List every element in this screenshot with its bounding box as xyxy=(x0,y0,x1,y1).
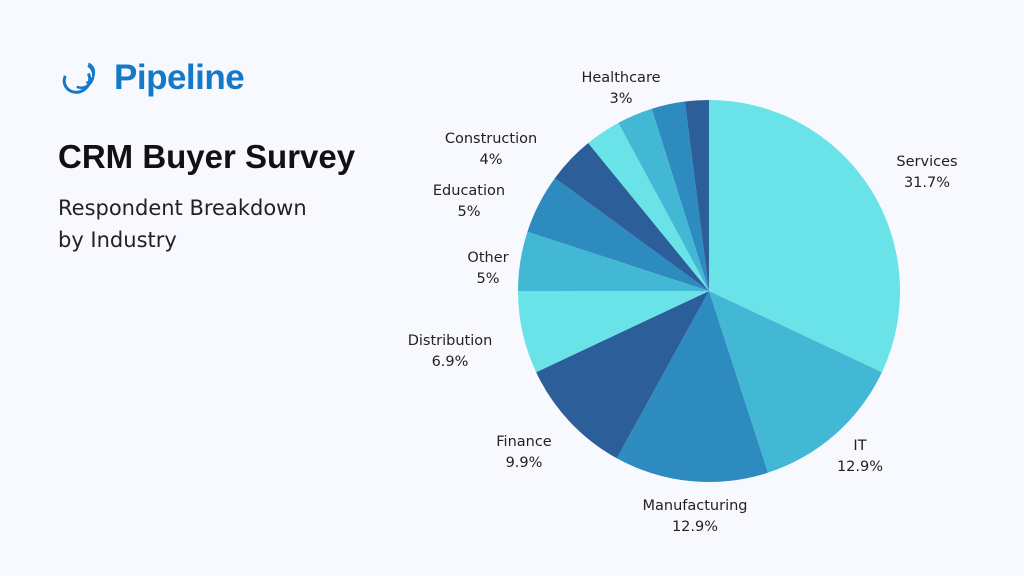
slice-value-label: 5% xyxy=(457,204,480,220)
pie-slice-services xyxy=(709,100,901,373)
subtitle-line-2: by Industry xyxy=(58,228,177,252)
slice-category-label: Distribution xyxy=(408,333,493,349)
slice-value-label: 31.7% xyxy=(904,175,950,191)
slice-value-label: 12.9% xyxy=(672,519,718,535)
slice-value-label: 9.9% xyxy=(506,455,543,471)
slice-category-label: Healthcare xyxy=(581,70,660,86)
slice-category-label: Other xyxy=(467,250,508,266)
slice-category-label: Finance xyxy=(496,434,552,450)
slice-value-label: 3% xyxy=(609,91,632,107)
pie-slice-healthcare xyxy=(618,108,709,292)
slice-value-label: 4% xyxy=(479,152,502,168)
brand-name: Pipeline xyxy=(114,58,245,97)
pie-slice-manufacturing xyxy=(616,291,768,482)
slice-category-label: Construction xyxy=(445,131,537,147)
slice-category-label: Manufacturing xyxy=(643,498,748,514)
pie-slice-finance xyxy=(536,291,709,459)
pie-slice-it xyxy=(709,291,882,473)
pie-slice-construction xyxy=(554,143,709,291)
slice-category-label: Education xyxy=(433,183,505,199)
pie-slice-education xyxy=(527,178,709,291)
pie-slice-other xyxy=(518,231,709,292)
slice-category-label: IT xyxy=(853,438,866,454)
subtitle-line-1: Respondent Breakdown xyxy=(58,196,307,220)
slice-category-label: Services xyxy=(896,154,957,170)
page-title: CRM Buyer Survey xyxy=(58,138,356,175)
brand-logo: Pipeline xyxy=(60,58,245,98)
slice-value-label: 5% xyxy=(476,271,499,287)
slice-value-label: 12.9% xyxy=(837,459,883,475)
pipeline-swirl-logo-icon xyxy=(62,62,96,94)
slice-value-label: 6.9% xyxy=(432,354,469,370)
page-subtitle: Respondent Breakdown by Industry xyxy=(58,192,358,256)
pie-slice-distribution xyxy=(518,291,709,373)
pie-slice-unlabeled-11 xyxy=(684,100,709,291)
pie-slice-unlabeled-10 xyxy=(651,101,709,291)
pie-slice-unlabeled-8 xyxy=(588,122,709,292)
